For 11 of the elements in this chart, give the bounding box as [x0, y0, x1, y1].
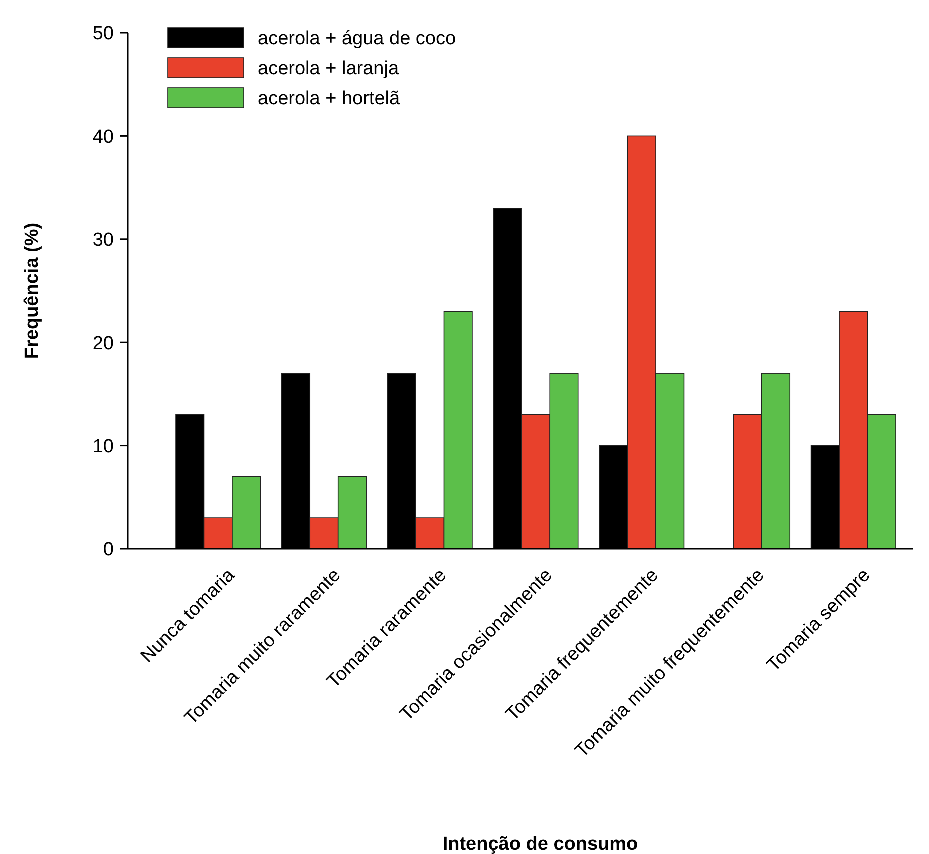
x-axis-title: Intenção de consumo [442, 834, 638, 854]
y-axis-title: Frequência (%) [22, 222, 43, 360]
legend-label: acerola + laranja [258, 58, 400, 80]
legend-label: acerola + hortelã [258, 88, 400, 110]
y-tick-label: 30 [92, 230, 114, 252]
y-tick-label: 0 [103, 540, 114, 561]
y-tick-label: 50 [92, 24, 114, 45]
y-tick-label: 20 [92, 333, 114, 354]
legend-label: acerola + água de coco [258, 28, 456, 50]
y-tick-label: 10 [92, 436, 114, 458]
y-tick-label: 40 [92, 126, 114, 148]
